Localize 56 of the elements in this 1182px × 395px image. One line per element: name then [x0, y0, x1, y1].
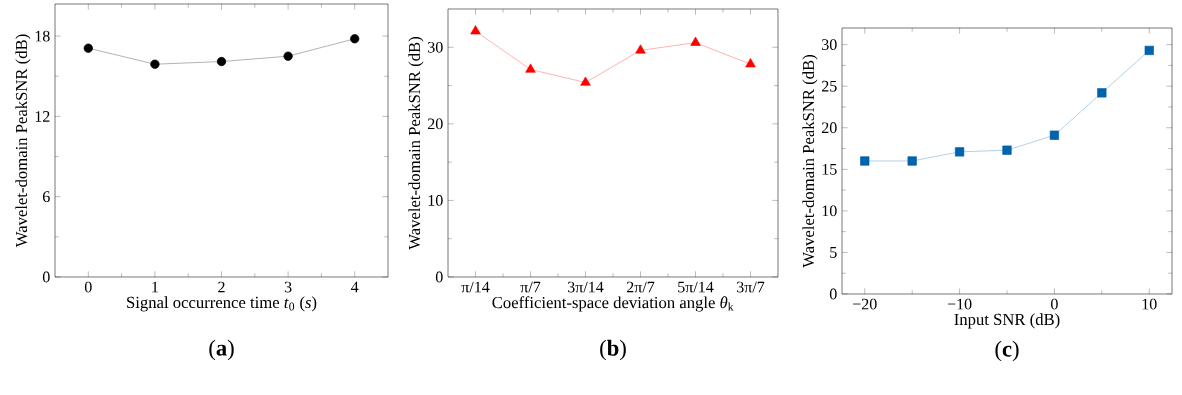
point	[216, 56, 227, 67]
y-tick-label: 0	[42, 271, 50, 283]
x-tick-label: 3	[284, 281, 292, 293]
point	[83, 43, 93, 53]
x-axis-title: Signal occurrence time t$_{0}$ (s)	[127, 296, 317, 312]
x-tick-label: 5π/14	[678, 281, 714, 293]
y-tick-label: 10	[428, 195, 443, 206]
y-tick-label: 18	[35, 30, 50, 42]
x-tick-label: −10	[947, 298, 972, 310]
point	[635, 44, 646, 54]
point	[350, 34, 360, 44]
y-tick-label: 30	[822, 39, 837, 51]
x-tick-label: −20	[853, 298, 877, 310]
point	[580, 76, 591, 86]
y-tick-label: 25	[822, 80, 837, 92]
point	[525, 63, 536, 73]
point	[1049, 130, 1060, 140]
x-tick-label: 2π/7	[626, 281, 655, 293]
x-tick-label: 1	[152, 281, 158, 293]
y-tick-label: 30	[428, 41, 443, 53]
point	[860, 156, 870, 166]
x-tick-label: 3π/14	[568, 281, 604, 293]
y-tick-label: 15	[822, 163, 837, 175]
y-tick-label: 10	[822, 205, 837, 217]
point	[1002, 145, 1012, 155]
x-tick-label: 3π/7	[737, 281, 765, 293]
point	[745, 58, 756, 68]
x-tick-label: 2	[218, 281, 225, 293]
y-tick-label: 12	[35, 111, 50, 122]
x-axis-title: Coefficient-space deviation angle θ$_{k}$	[492, 296, 734, 312]
point	[690, 36, 701, 46]
x-tick-label: 0	[1051, 298, 1058, 310]
point	[1097, 88, 1107, 98]
point	[150, 59, 160, 69]
point	[1144, 45, 1154, 56]
y-tick-label: 6	[42, 191, 50, 203]
point	[283, 51, 293, 61]
point	[470, 25, 481, 35]
y-axis-title: Wavelet-domain PeakSNR (dB)	[408, 37, 424, 250]
x-tick-label: π/7	[520, 281, 541, 293]
y-axis-title: Wavelet-domain PeakSNR (dB)	[802, 55, 818, 268]
point	[907, 156, 917, 166]
text: (b)	[600, 339, 626, 361]
y-tick-label: 0	[435, 271, 443, 283]
x-axis-title: Input SNR (dB)	[954, 313, 1060, 329]
y-axis-title: Wavelet-domain PeakSNR (dB)	[15, 34, 31, 248]
text: (c)	[995, 340, 1019, 362]
point	[954, 147, 965, 157]
x-tick-label: π/14	[461, 281, 490, 293]
x-tick-label: 0	[84, 281, 92, 293]
y-tick-label: 20	[428, 118, 443, 130]
x-tick-label: 10	[1142, 298, 1157, 310]
y-tick-label: 20	[822, 122, 837, 134]
y-tick-label: 5	[830, 247, 837, 258]
text: (a)	[209, 339, 234, 361]
x-tick-label: 4	[351, 281, 359, 293]
